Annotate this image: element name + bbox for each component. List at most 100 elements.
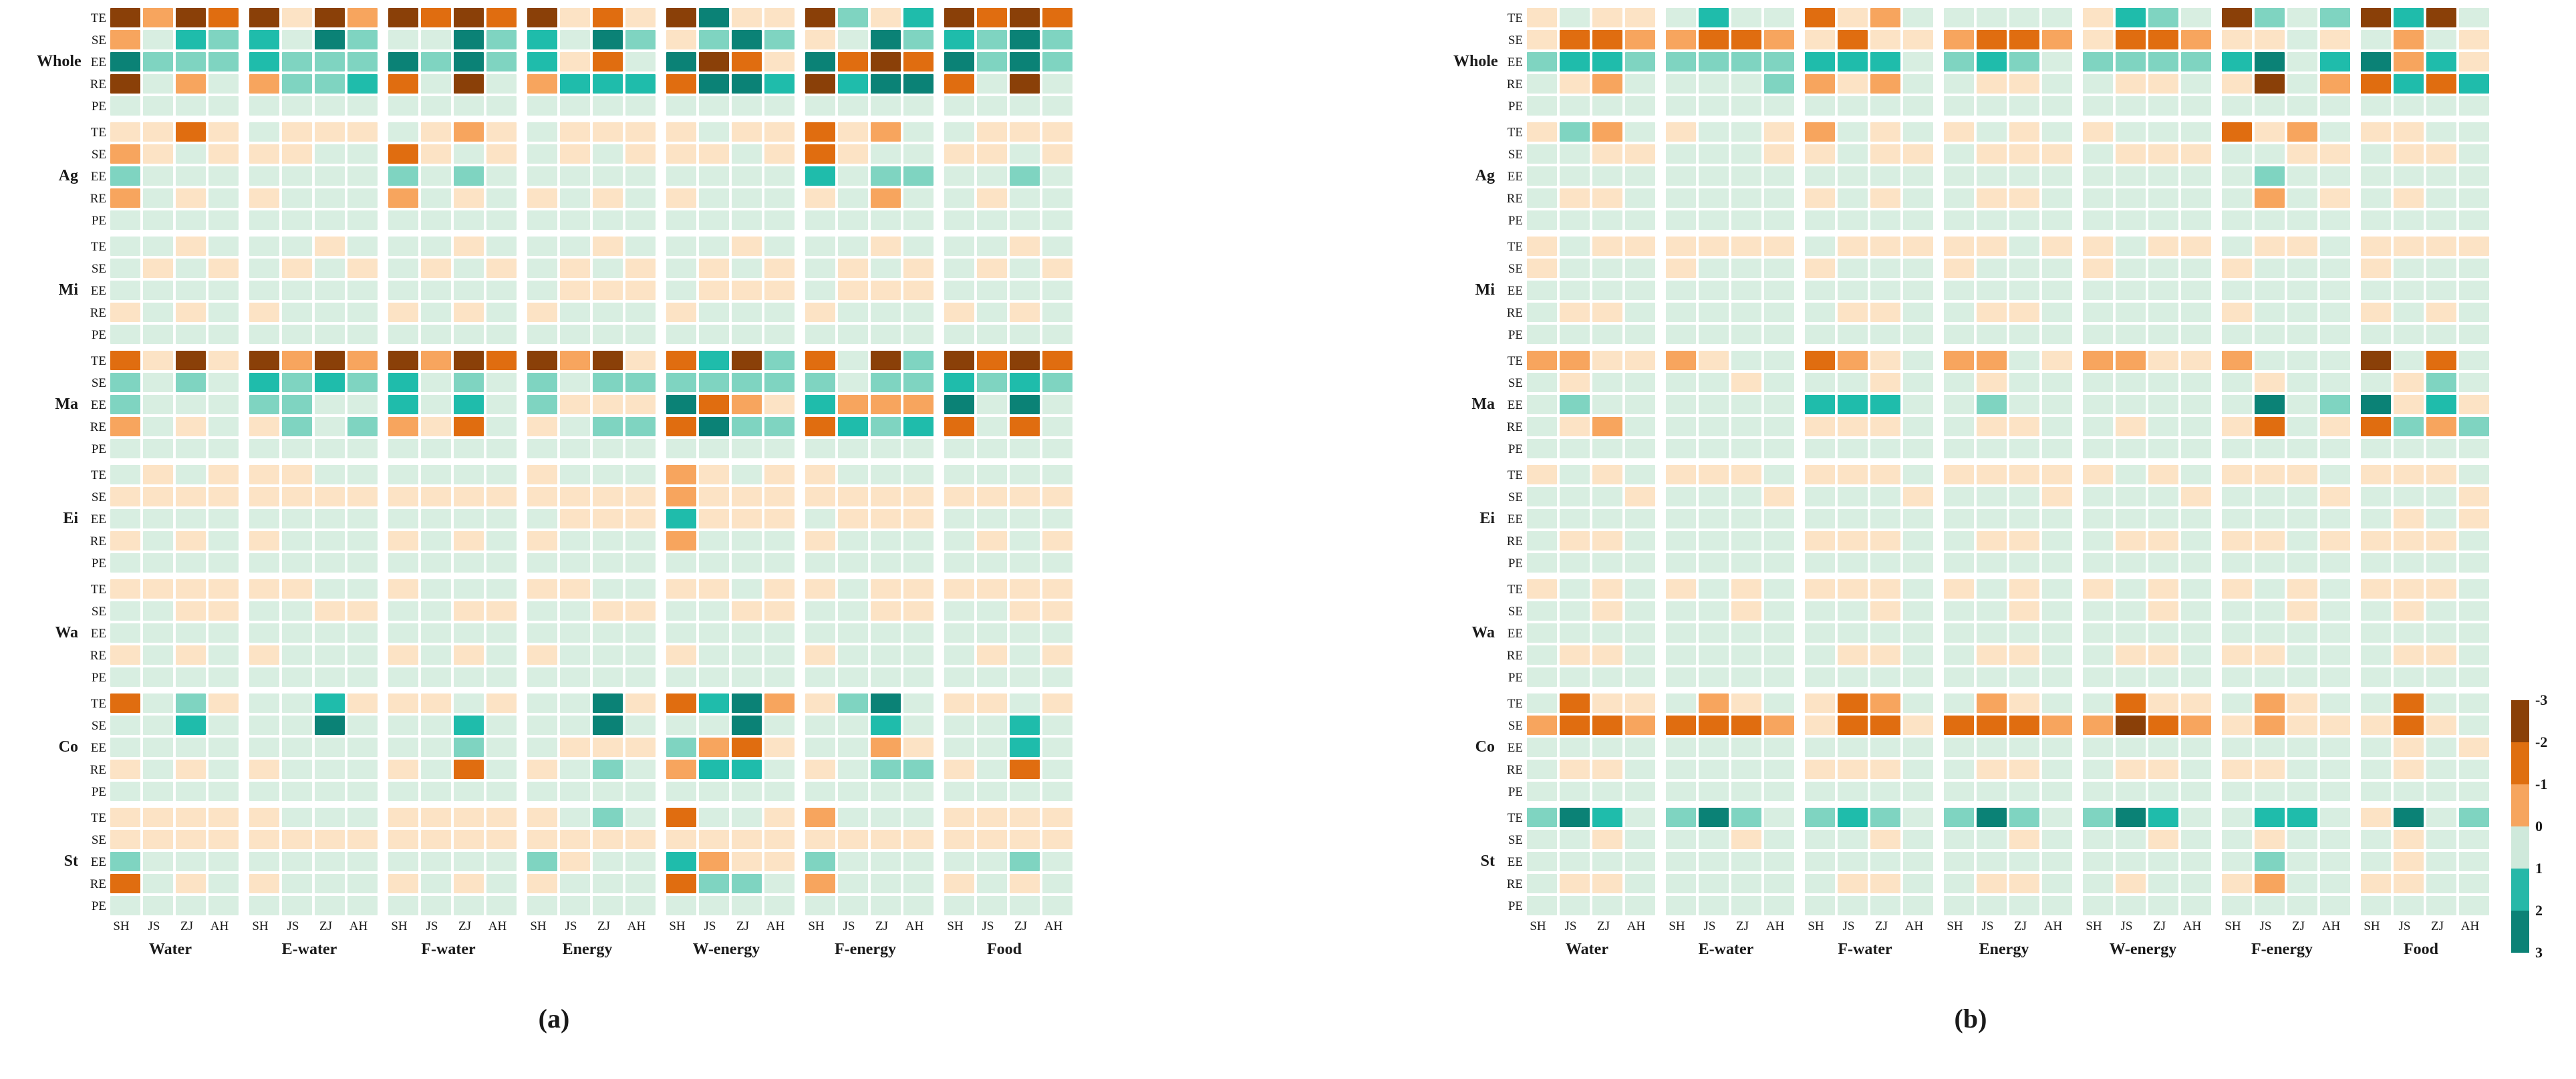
heatmap-cell (2361, 487, 2391, 506)
heatmap-cell (1042, 281, 1072, 300)
heatmap-cell (625, 303, 656, 322)
heatmap-cell (2042, 465, 2072, 484)
heatmap-cell (1592, 623, 1622, 643)
row-sub-label: EE (1507, 284, 1523, 298)
heatmap-cell (699, 96, 729, 116)
heatmap-cell (871, 417, 901, 436)
row-group-label (37, 553, 82, 573)
heatmap-cell (1527, 325, 1557, 344)
heatmap-cell (1560, 852, 1590, 871)
heatmap-cell (2320, 874, 2350, 893)
row-sub-label: TE (1507, 354, 1523, 368)
heatmap-cell (625, 509, 656, 528)
heatmap-cell (388, 782, 418, 801)
heatmap-cell (2394, 30, 2424, 49)
heatmap-cell (1625, 259, 1655, 278)
heatmap-cell (1944, 716, 1974, 735)
heatmap-cell (1042, 623, 1072, 643)
heatmap-cell (625, 96, 656, 116)
heatmap-row: TE (37, 8, 1072, 27)
row-group-label (1453, 808, 1499, 827)
heatmap-cell (2255, 693, 2285, 713)
heatmap-cell (143, 808, 173, 827)
heatmap-cell (2459, 645, 2489, 665)
heatmap-cell (2181, 210, 2211, 230)
heatmap-cell (486, 623, 517, 643)
heatmap-cell (1731, 8, 1761, 27)
heatmap-cell (560, 74, 590, 94)
heatmap-cell (249, 74, 279, 94)
heatmap-cell (944, 667, 974, 687)
heatmap-cell (625, 852, 656, 871)
heatmap-cell (282, 487, 312, 506)
heatmap-cell (1944, 351, 1974, 370)
heatmap-cell (805, 303, 835, 322)
heatmap-cell (347, 623, 378, 643)
heatmap-cell (208, 852, 239, 871)
heatmap-cell (347, 553, 378, 573)
heatmap-cell (666, 259, 696, 278)
row-sub-label: EE (1507, 741, 1523, 755)
heatmap-cell (527, 760, 557, 779)
heatmap-cell (838, 259, 868, 278)
heatmap-cell (1010, 30, 1040, 49)
heatmap-cell (2394, 351, 2424, 370)
heatmap-cell (699, 144, 729, 164)
heatmap-cell (2009, 303, 2039, 322)
heatmap-cell (1944, 52, 1974, 71)
heatmap-cell (2287, 351, 2317, 370)
heatmap-cell (1042, 259, 1072, 278)
heatmap-cell (838, 808, 868, 827)
heatmap-cell (1560, 693, 1590, 713)
heatmap-cell (560, 808, 590, 827)
heatmap-cell (977, 325, 1007, 344)
heatmap-cell (699, 738, 729, 757)
heatmap-cell (2426, 373, 2456, 392)
heatmap-cell (388, 579, 418, 599)
heatmap-cell (1042, 303, 1072, 322)
heatmap-cell (1527, 237, 1557, 256)
column-sub-label: AH (2043, 919, 2063, 933)
heatmap-cell (2222, 531, 2252, 551)
heatmap-cell (388, 96, 418, 116)
heatmap-cell (764, 738, 795, 757)
heatmap-cell (110, 465, 140, 484)
heatmap-cell (2394, 122, 2424, 142)
heatmap-cell (944, 782, 974, 801)
heatmap-cell (1731, 874, 1761, 893)
heatmap-cell (560, 487, 590, 506)
heatmap-cell (388, 122, 418, 142)
heatmap-cell (1592, 716, 1622, 735)
heatmap-cell (1042, 509, 1072, 528)
heatmap-cell (666, 96, 696, 116)
heatmap-cell (2320, 30, 2350, 49)
heatmap-cell (527, 188, 557, 208)
heatmap-cell (1527, 465, 1557, 484)
heatmap-cell (388, 667, 418, 687)
heatmap-cell (1010, 874, 1040, 893)
heatmap-cell (421, 808, 451, 827)
heatmap-cell (903, 30, 934, 49)
heatmap-cell (347, 122, 378, 142)
heatmap-cell (593, 623, 623, 643)
heatmap-cell (1977, 830, 2007, 849)
heatmap-cell (2394, 760, 2424, 779)
heatmap-cell (1042, 667, 1072, 687)
heatmap-cell (315, 487, 345, 506)
heatmap-row: St EE (1453, 852, 2489, 871)
column-sub-label: SH (530, 919, 547, 933)
row-sub-label: EE (90, 284, 106, 298)
row-group-label (37, 808, 82, 827)
row-sub-label: PE (1508, 442, 1523, 456)
heatmap-cell (1527, 8, 1557, 27)
heatmap-cell (249, 52, 279, 71)
heatmap-cell (2459, 487, 2489, 506)
heatmap-cell (838, 716, 868, 735)
row-group-label: Wa (55, 624, 78, 641)
heatmap-cell (977, 531, 1007, 551)
heatmap-cell (2042, 144, 2072, 164)
heatmap-cell (1625, 693, 1655, 713)
heatmap-cell (2320, 601, 2350, 621)
heatmap-cell (2083, 8, 2113, 27)
heatmap-cell (666, 303, 696, 322)
